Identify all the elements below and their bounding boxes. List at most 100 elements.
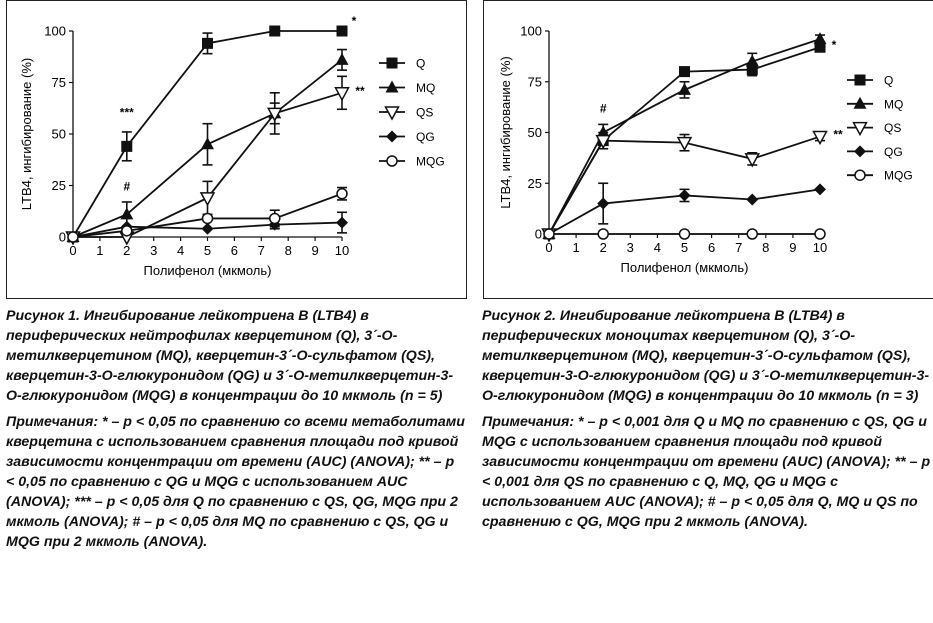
legend-item-q: Q <box>379 57 425 71</box>
data-point <box>543 228 555 240</box>
x-tick-label: 0 <box>545 240 552 255</box>
x-tick-label: 7 <box>258 243 265 258</box>
annotation: * <box>832 38 837 52</box>
data-point <box>201 222 214 235</box>
x-tick-label: 3 <box>627 240 634 255</box>
y-tick-label: 0 <box>535 227 542 242</box>
y-tick-label: 75 <box>528 74 542 89</box>
data-point <box>121 225 133 237</box>
y-tick-label: 50 <box>528 125 542 140</box>
data-point <box>678 228 691 240</box>
data-point <box>201 212 214 225</box>
legend-item-mq: MQ <box>379 80 435 95</box>
figure-1-caption: Рисунок 1. Ингибирование лейкотриена B (… <box>6 308 454 404</box>
legend-marker <box>385 80 399 93</box>
figure-2-notes: Примечания: * – р < 0,001 для Q и MQ по … <box>482 414 931 530</box>
legend-marker <box>384 106 400 121</box>
x-tick-label: 9 <box>789 240 796 255</box>
x-tick-label: 0 <box>69 243 76 258</box>
figure-2-frame: 0 1 2 3 4 5 6 7 8 9 10 0 25 50 75 100 Полифенол (мкмоль)… <box>483 0 933 299</box>
series-qs <box>541 130 828 243</box>
data-point <box>120 207 134 220</box>
legend-label: QS <box>416 106 433 120</box>
legend-marker <box>854 145 866 158</box>
figure-2-caption-block: Рисунок 2. Ингибирование лейкотриена B (… <box>482 306 933 532</box>
data-point <box>269 25 281 37</box>
legend-item-qs: QS <box>379 106 433 121</box>
legend-label: QS <box>884 121 901 135</box>
x-tick-label: 1 <box>572 240 579 255</box>
data-point <box>202 37 213 49</box>
data-point <box>746 193 759 206</box>
x-tick-label: 2 <box>123 243 130 258</box>
figure-1-caption-block: Рисунок 1. Ингибирование лейкотриена B (… <box>6 306 466 552</box>
y-tick-label: 25 <box>52 178 66 193</box>
legend-item-qs: QS <box>847 121 901 137</box>
legend-item-qg: QG <box>379 130 435 144</box>
x-tick-label: 4 <box>654 240 661 255</box>
annotation: ** <box>355 84 365 98</box>
x-tick-label: 7 <box>735 240 742 255</box>
y-tick-label: 25 <box>528 176 542 191</box>
legend-label: QG <box>416 130 435 144</box>
x-tick-label: 10 <box>335 243 349 258</box>
data-point <box>201 137 214 150</box>
y-axis-label: LTB4, ингибирование (%) <box>498 56 513 208</box>
data-point <box>336 216 348 229</box>
annotation: * <box>352 14 357 28</box>
data-point <box>678 82 691 95</box>
x-axis-label: Полифенол (мкмоль) <box>621 260 749 275</box>
data-point <box>595 134 611 150</box>
x-tick-label: 5 <box>204 243 211 258</box>
series-q <box>67 25 348 243</box>
data-point <box>596 125 610 138</box>
y-tick-label: 75 <box>52 75 66 90</box>
data-point <box>597 228 609 240</box>
data-point <box>746 228 758 240</box>
legend-marker <box>854 74 866 86</box>
x-tick-label: 1 <box>96 243 103 258</box>
legend-label: MQG <box>884 169 913 183</box>
legend-label: QG <box>884 145 903 159</box>
legend: Q MQ QS QG MQG <box>847 74 913 183</box>
data-point <box>745 54 759 67</box>
x-axis-label: Полифенол (мкмоль) <box>144 263 272 278</box>
annotation: # <box>600 102 607 116</box>
legend-item-qg: QG <box>847 145 903 159</box>
legend-marker <box>386 57 398 69</box>
data-point <box>744 153 761 168</box>
x-tick-label: 10 <box>813 240 827 255</box>
data-point <box>813 32 827 45</box>
legend-label: MQ <box>884 97 903 111</box>
data-point <box>67 231 79 243</box>
data-point <box>676 136 693 152</box>
x-tick-label: 3 <box>150 243 157 258</box>
legend-item-q: Q <box>847 74 893 88</box>
figure-1-notes: Примечания: * – р < 0,05 по сравнению со… <box>6 414 465 550</box>
data-point <box>269 212 281 225</box>
y-tick-label: 0 <box>59 230 66 245</box>
annotation: ** <box>833 128 843 142</box>
data-point <box>678 189 691 202</box>
legend-item-mqg: MQG <box>379 155 445 169</box>
legend-item-mq: MQ <box>847 96 903 111</box>
data-point <box>597 197 610 210</box>
data-point <box>335 52 349 65</box>
annotation: *** <box>120 105 134 119</box>
legend-label: Q <box>416 57 425 71</box>
data-point <box>814 183 826 196</box>
legend-marker <box>386 130 398 143</box>
legend-marker <box>386 155 398 167</box>
data-point <box>199 192 216 207</box>
data-point <box>679 66 690 78</box>
x-tick-label: 8 <box>762 240 769 255</box>
data-point <box>336 25 348 37</box>
data-point <box>121 140 133 152</box>
data-point <box>334 87 350 102</box>
x-tick-label: 6 <box>708 240 715 255</box>
x-tick-label: 8 <box>285 243 292 258</box>
legend: Q MQ QS QG MQG <box>379 57 445 169</box>
annotation: # <box>123 179 130 193</box>
data-point <box>814 228 826 240</box>
legend-item-mqg: MQG <box>847 169 913 183</box>
